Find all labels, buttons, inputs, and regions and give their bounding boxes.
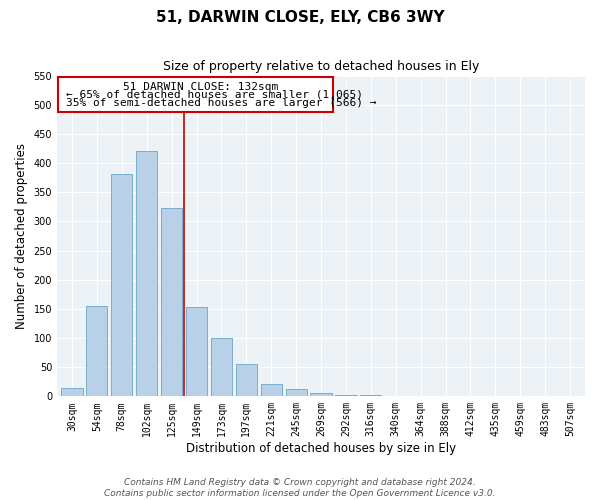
- Text: 51, DARWIN CLOSE, ELY, CB6 3WY: 51, DARWIN CLOSE, ELY, CB6 3WY: [155, 10, 445, 25]
- Bar: [161, 208, 182, 396]
- Bar: [310, 394, 332, 396]
- Bar: [186, 307, 207, 396]
- Bar: [286, 390, 307, 396]
- Bar: [335, 394, 356, 396]
- FancyBboxPatch shape: [58, 76, 334, 112]
- Bar: [236, 364, 257, 396]
- Text: Contains HM Land Registry data © Crown copyright and database right 2024.
Contai: Contains HM Land Registry data © Crown c…: [104, 478, 496, 498]
- Bar: [211, 338, 232, 396]
- Bar: [136, 152, 157, 396]
- Text: 51 DARWIN CLOSE: 132sqm: 51 DARWIN CLOSE: 132sqm: [123, 82, 278, 92]
- Text: 35% of semi-detached houses are larger (566) →: 35% of semi-detached houses are larger (…: [66, 98, 376, 108]
- Bar: [260, 384, 282, 396]
- Title: Size of property relative to detached houses in Ely: Size of property relative to detached ho…: [163, 60, 479, 73]
- X-axis label: Distribution of detached houses by size in Ely: Distribution of detached houses by size …: [186, 442, 456, 455]
- Bar: [111, 174, 133, 396]
- Bar: [360, 395, 382, 396]
- Text: ← 65% of detached houses are smaller (1,065): ← 65% of detached houses are smaller (1,…: [66, 90, 363, 100]
- Y-axis label: Number of detached properties: Number of detached properties: [15, 143, 28, 329]
- Bar: [86, 306, 107, 396]
- Bar: [61, 388, 83, 396]
